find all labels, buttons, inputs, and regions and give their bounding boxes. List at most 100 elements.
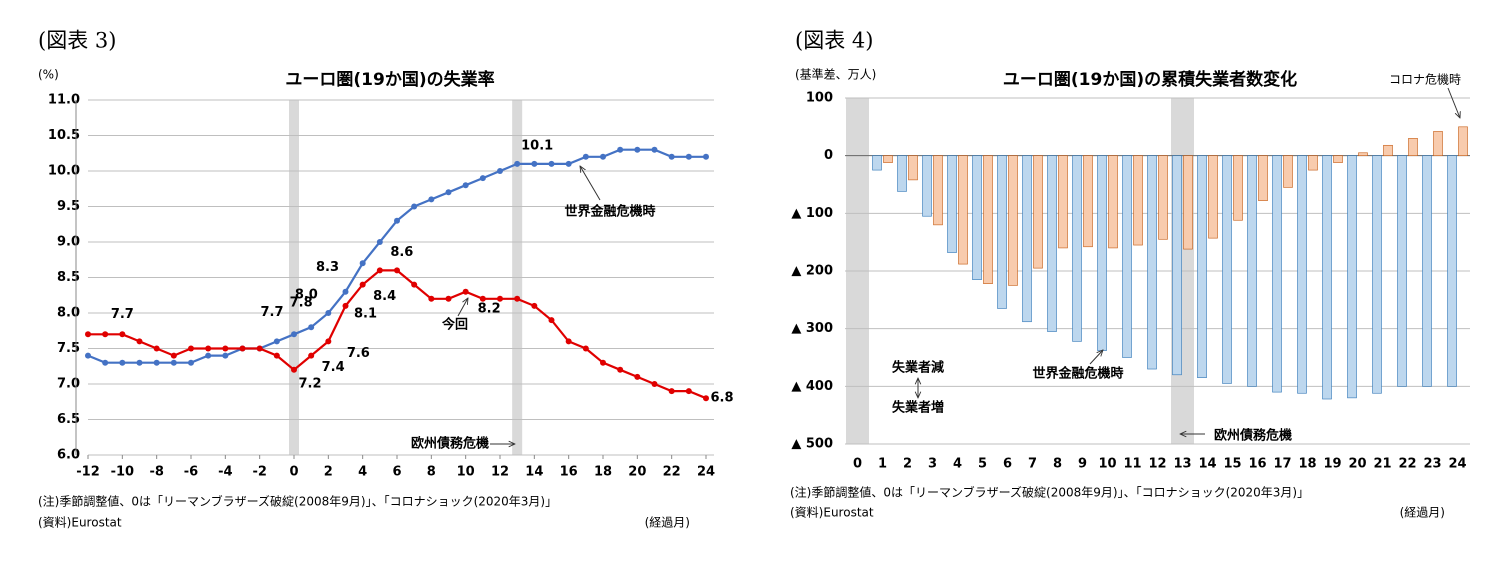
- marker: [531, 160, 538, 167]
- bar: [947, 155, 957, 253]
- marker: [685, 153, 692, 160]
- x-tick-label: -2: [252, 465, 266, 480]
- source: (資料)Eurostat: [38, 516, 122, 530]
- marker: [342, 302, 349, 309]
- bar: [1333, 155, 1343, 163]
- x-tick-label: 1: [878, 457, 887, 472]
- bar: [1372, 155, 1382, 394]
- data-label: 8.4: [373, 289, 396, 304]
- marker: [600, 153, 606, 160]
- bar: [1358, 152, 1368, 156]
- x-tick-label: 5: [978, 457, 987, 472]
- bar: [958, 155, 968, 265]
- x-tick-label: -12: [76, 465, 100, 480]
- bar: [922, 155, 932, 217]
- bar: [1008, 155, 1018, 286]
- y-tick-label: 10.0: [48, 164, 80, 179]
- bar: [883, 155, 893, 163]
- x-tick-label: 22: [663, 465, 681, 480]
- marker: [617, 366, 624, 373]
- figure-label: (図表 4): [795, 29, 873, 53]
- x-tick-label: 7: [1028, 457, 1037, 472]
- bar: [1072, 155, 1082, 342]
- bar: [1097, 155, 1107, 351]
- y-tick-label: 8.5: [57, 270, 80, 285]
- marker: [291, 331, 297, 338]
- marker: [651, 381, 658, 387]
- bar: [1233, 155, 1243, 221]
- line: [88, 269, 707, 400]
- x-tick-label: 6: [1003, 457, 1012, 472]
- data-label: 8.1: [354, 306, 377, 321]
- marker: [497, 295, 503, 302]
- y-tick-label: ▲ 400: [791, 379, 833, 394]
- bar: [1047, 155, 1057, 332]
- marker: [205, 345, 212, 352]
- marker: [85, 352, 91, 359]
- x-tick-label: 10: [457, 465, 475, 480]
- x-tick-label: 2: [324, 465, 333, 480]
- y-tick-label: 8.0: [57, 306, 80, 321]
- marker: [703, 395, 709, 402]
- x-tick-label: 8: [1053, 457, 1062, 472]
- bar: [1397, 155, 1407, 387]
- marker: [188, 359, 194, 366]
- marker: [119, 331, 126, 338]
- marker: [582, 153, 589, 160]
- marker: [411, 203, 418, 210]
- marker: [411, 281, 418, 288]
- y-tick-label: 9.5: [57, 199, 80, 214]
- marker: [273, 338, 280, 345]
- x-tick-label: 23: [1423, 457, 1441, 472]
- bar: [897, 155, 907, 192]
- x-tick-label: 24: [1448, 457, 1466, 472]
- source: (資料)Eurostat: [790, 506, 874, 520]
- y-tick-label: 7.0: [57, 377, 80, 392]
- figure-label: (図表 3): [38, 29, 116, 53]
- marker: [308, 352, 315, 359]
- x-tick-label: 21: [1373, 457, 1391, 472]
- bar: [1197, 155, 1207, 378]
- bar: [997, 155, 1007, 309]
- y-tick-label: 11.0: [48, 93, 80, 108]
- marker: [376, 267, 383, 274]
- bar: [1133, 155, 1143, 246]
- data-label: 7.7: [111, 307, 134, 322]
- x-tick-label: 17: [1273, 457, 1291, 472]
- x-tick-label: 4: [358, 465, 367, 480]
- marker: [325, 338, 332, 345]
- data-label: 7.7: [260, 305, 283, 320]
- panel: (図表 3) (%) ユーロ圏(19か国)の失業率 (注)季節調整値、0は「リーマンブ…: [38, 29, 734, 530]
- bar: [1383, 144, 1393, 156]
- bar: [1033, 155, 1043, 269]
- marker: [668, 388, 675, 395]
- bar: [933, 155, 943, 226]
- x-tick-label: 0: [853, 457, 862, 472]
- bar: [1433, 131, 1443, 156]
- arrow: [457, 298, 468, 317]
- marker: [205, 352, 212, 359]
- marker: [668, 153, 675, 160]
- marker: [188, 345, 194, 352]
- bar: [1058, 155, 1068, 249]
- marker: [497, 168, 503, 174]
- bar: [972, 155, 982, 280]
- x-tick-label: -8: [149, 465, 163, 480]
- marker: [445, 295, 452, 302]
- panel: (図表 4) (基準差、万人) ユーロ圏(19か国)の累積失業者数変化 (注)季節調整…: [790, 29, 1470, 520]
- y-unit: (基準差、万人): [795, 67, 876, 82]
- marker: [685, 388, 692, 395]
- y-tick-label: 100: [806, 91, 833, 106]
- y-tick-label: ▲ 500: [791, 437, 833, 452]
- bar: [1458, 126, 1468, 156]
- x-tick-label: 19: [1323, 457, 1341, 472]
- data-label: 7.8: [290, 296, 313, 311]
- x-tick-label: -4: [218, 465, 232, 480]
- bar: [1322, 155, 1332, 400]
- bar: [908, 155, 918, 181]
- marker: [291, 366, 297, 373]
- y-tick-label: ▲ 300: [791, 321, 833, 336]
- y-unit: (%): [38, 68, 59, 82]
- marker: [359, 281, 366, 288]
- arrow: [1089, 350, 1103, 365]
